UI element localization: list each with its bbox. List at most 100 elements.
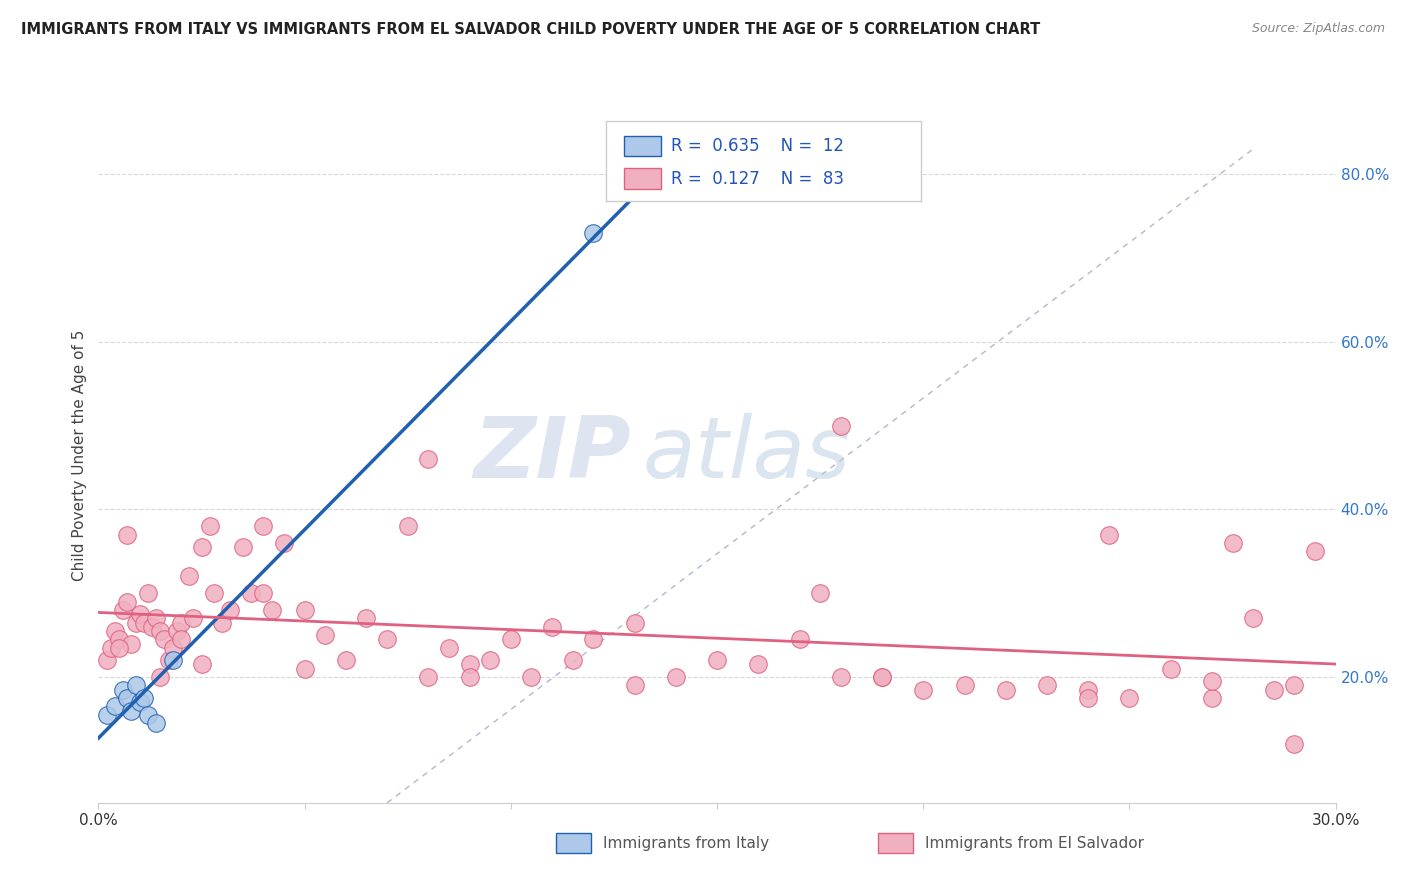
Point	[181, 611, 204, 625]
Point	[1201, 674, 1223, 689]
Text: Immigrants from Italy: Immigrants from Italy	[603, 836, 769, 851]
Point	[145, 611, 167, 625]
Point	[706, 653, 728, 667]
Point	[437, 640, 460, 655]
Point	[561, 653, 583, 667]
Point	[499, 632, 522, 647]
Point	[136, 707, 159, 722]
Point	[458, 657, 481, 672]
Point	[170, 632, 193, 647]
Point	[260, 603, 283, 617]
Point	[418, 452, 440, 467]
FancyBboxPatch shape	[624, 136, 661, 156]
Point	[149, 624, 172, 638]
Point	[117, 691, 139, 706]
Point	[314, 628, 336, 642]
Point	[1222, 536, 1244, 550]
Text: atlas: atlas	[643, 413, 851, 497]
Point	[541, 620, 564, 634]
Point	[190, 657, 212, 672]
Point	[179, 569, 201, 583]
Point	[232, 540, 254, 554]
Point	[198, 519, 221, 533]
Point	[96, 653, 118, 667]
Point	[117, 527, 139, 541]
Point	[520, 670, 543, 684]
Point	[1284, 737, 1306, 751]
Point	[117, 594, 139, 608]
Point	[335, 653, 357, 667]
Point	[623, 678, 645, 692]
Point	[1263, 682, 1285, 697]
Text: Source: ZipAtlas.com: Source: ZipAtlas.com	[1251, 22, 1385, 36]
Point	[479, 653, 502, 667]
Point	[112, 603, 135, 617]
Point	[1284, 678, 1306, 692]
Text: R =  0.127    N =  83: R = 0.127 N = 83	[671, 169, 844, 187]
Point	[252, 519, 274, 533]
Point	[240, 586, 263, 600]
Point	[100, 640, 122, 655]
Point	[108, 640, 131, 655]
Point	[162, 653, 184, 667]
Point	[136, 586, 159, 600]
Point	[830, 670, 852, 684]
Point	[166, 624, 188, 638]
Point	[1098, 527, 1121, 541]
Point	[202, 586, 225, 600]
Point	[128, 607, 150, 622]
Point	[747, 657, 769, 672]
Point	[211, 615, 233, 630]
Point	[124, 615, 146, 630]
Point	[294, 662, 316, 676]
Point	[170, 615, 193, 630]
Point	[96, 707, 118, 722]
Point	[870, 670, 893, 684]
Point	[273, 536, 295, 550]
Point	[356, 611, 378, 625]
FancyBboxPatch shape	[877, 833, 912, 853]
Point	[1118, 691, 1140, 706]
Point	[219, 603, 242, 617]
Point	[396, 519, 419, 533]
Point	[162, 640, 184, 655]
Point	[120, 704, 142, 718]
Point	[149, 670, 172, 684]
Point	[458, 670, 481, 684]
Point	[582, 632, 605, 647]
Point	[132, 615, 155, 630]
Point	[128, 695, 150, 709]
Point	[1036, 678, 1059, 692]
Point	[112, 682, 135, 697]
Point	[830, 418, 852, 433]
Point	[120, 636, 142, 650]
Point	[157, 653, 180, 667]
Point	[994, 682, 1017, 697]
Text: IMMIGRANTS FROM ITALY VS IMMIGRANTS FROM EL SALVADOR CHILD POVERTY UNDER THE AGE: IMMIGRANTS FROM ITALY VS IMMIGRANTS FROM…	[21, 22, 1040, 37]
Point	[1303, 544, 1326, 558]
Point	[104, 699, 127, 714]
Point	[132, 691, 155, 706]
Point	[789, 632, 811, 647]
Point	[1160, 662, 1182, 676]
Point	[665, 670, 688, 684]
Y-axis label: Child Poverty Under the Age of 5: Child Poverty Under the Age of 5	[72, 329, 87, 581]
Point	[418, 670, 440, 684]
Point	[124, 678, 146, 692]
Point	[1077, 691, 1099, 706]
FancyBboxPatch shape	[606, 121, 921, 201]
Text: Immigrants from El Salvador: Immigrants from El Salvador	[925, 836, 1144, 851]
Text: ZIP: ZIP	[472, 413, 630, 497]
Point	[153, 632, 176, 647]
Point	[1241, 611, 1264, 625]
FancyBboxPatch shape	[557, 833, 591, 853]
Point	[1077, 682, 1099, 697]
Point	[1201, 691, 1223, 706]
Text: R =  0.635    N =  12: R = 0.635 N = 12	[671, 137, 844, 155]
Point	[141, 620, 163, 634]
Point	[953, 678, 976, 692]
Point	[582, 226, 605, 240]
Point	[912, 682, 935, 697]
Point	[375, 632, 398, 647]
FancyBboxPatch shape	[624, 169, 661, 189]
